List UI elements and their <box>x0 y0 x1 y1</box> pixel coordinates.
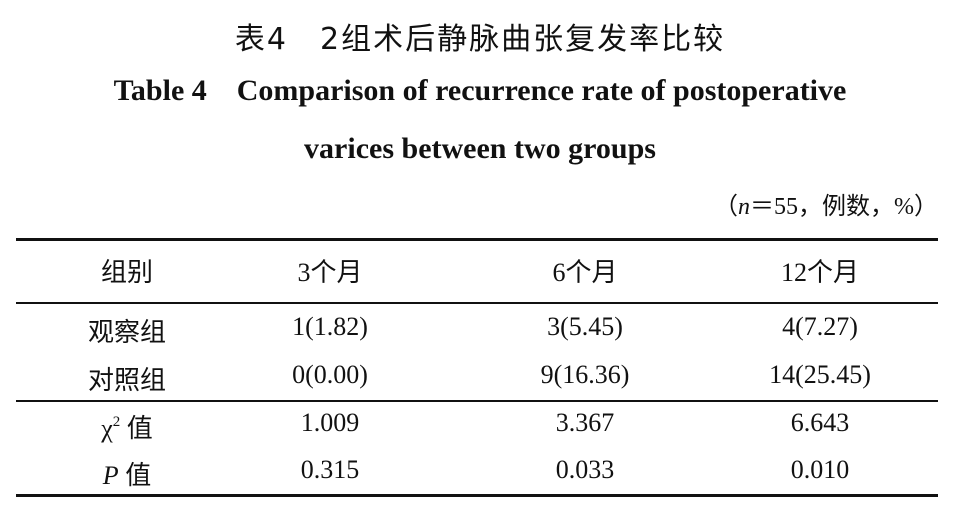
table-cell: 1(1.82) <box>292 312 368 341</box>
chi-symbol: χ <box>101 414 113 443</box>
note-rest: ＝55，例数，%） <box>750 194 938 220</box>
row-label: 对照组 <box>87 366 166 395</box>
bottom-rule <box>16 494 938 497</box>
table-cell: 0.033 <box>555 455 615 484</box>
p-suffix: 值 <box>118 461 152 490</box>
row-label-p-value: P 值 <box>72 455 182 492</box>
chi-superscript: 2 <box>112 414 121 430</box>
table-cell: 1.009 <box>300 408 360 437</box>
p-symbol: P <box>102 461 119 490</box>
table-title-english: Table 4 Comparison of recurrence rate of… <box>40 62 920 178</box>
table-title-english-line2: varices between two groups <box>304 132 656 165</box>
row-label-chi-square: χ2 值 <box>72 408 182 445</box>
header-group: 组别 <box>100 258 153 287</box>
table-cell: 0.315 <box>300 455 360 484</box>
table-cell: 6.643 <box>790 408 850 437</box>
chi-suffix: 值 <box>120 414 153 443</box>
table-cell: 0(0.00) <box>292 360 368 389</box>
header-rule <box>16 302 938 304</box>
table-cell: 4(7.27) <box>782 312 858 341</box>
stats-rule <box>16 400 938 402</box>
header-6-months: 6个月 <box>552 258 618 287</box>
header-3-months: 3个月 <box>297 258 363 287</box>
table-cell: 3(5.45) <box>547 312 623 341</box>
table-cell: 9(16.36) <box>540 360 630 389</box>
table-cell: 14(25.45) <box>769 360 871 389</box>
table-cell: 0.010 <box>790 455 850 484</box>
table-title-english-line1: Table 4 Comparison of recurrence rate of… <box>113 74 847 107</box>
table-title-chinese: 表4 2组术后静脉曲张复发率比较 <box>234 22 726 57</box>
table-unit-note: （n＝55，例数，%） <box>714 186 938 221</box>
note-n-symbol: n <box>738 194 750 220</box>
table-cell: 3.367 <box>555 408 615 437</box>
header-12-months: 12个月 <box>780 258 859 287</box>
note-prefix: （ <box>714 194 738 220</box>
row-label: 观察组 <box>87 318 166 347</box>
top-rule <box>16 238 938 241</box>
